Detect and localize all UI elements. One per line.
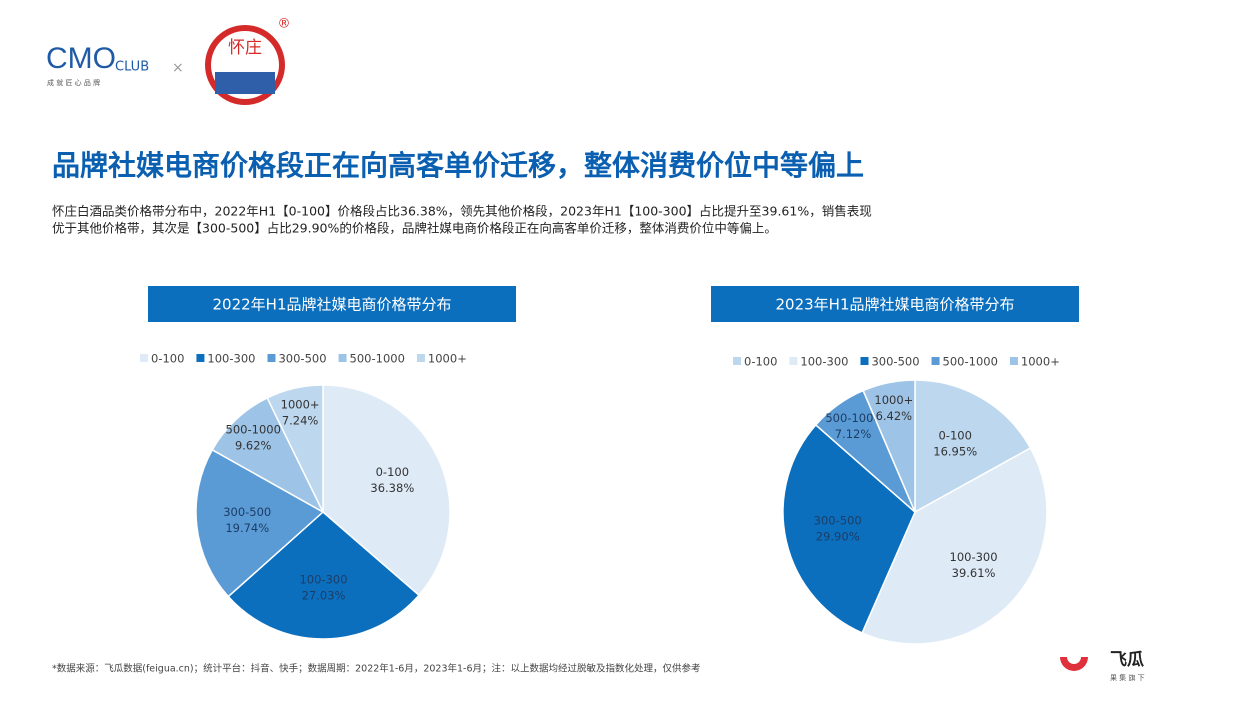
legend-swatch [931,357,940,365]
logo-club: CLUB [115,60,149,75]
legend-label: 500-1000 [943,355,998,369]
logo-text: CMO [46,42,116,75]
slice-value: 19.74% [225,521,269,535]
slice-category: 100-300 [299,573,347,587]
legend-swatch [860,357,869,365]
legend-label: 1000+ [428,352,467,366]
cross: × [172,60,184,76]
slice-category: 0-100 [938,428,971,442]
legend-swatch [140,354,148,362]
legend-swatch [338,354,347,362]
slide-title: 品牌社媒电商价格段正在向高客单价迁移，整体消费价位中等偏上 [52,149,864,182]
pie-slice [861,447,1048,645]
pie-slice [195,448,325,598]
pie-slice [322,384,451,597]
logo-tagline: 成 就 匠 心 品 牌 [47,78,100,87]
legend-swatch [789,357,798,365]
pie-slice [914,379,1032,514]
slice-category: 1000+ [281,398,320,412]
legend-swatch [1009,357,1018,365]
legend-label: 0-100 [744,355,777,369]
footer-logo-mark [1060,657,1088,671]
legend-swatch [196,354,205,362]
slice-category: 300-500 [814,514,862,528]
slice-value: 39.61% [952,566,996,580]
slice-value: 16.95% [933,444,977,458]
slice-value: 36.38% [370,481,414,495]
brand-name: 怀庄 [228,38,262,58]
legend-label: 1000+ [1021,355,1060,369]
chart-title-box [711,286,1079,322]
chart-title-box [148,286,516,322]
slice-value: 7.24% [282,414,319,428]
legend-label: 500-1000 [350,352,405,366]
footer-logo-name: 飞瓜 [1110,650,1144,670]
pie-slice [227,511,420,640]
chart-title: 2022年H1品牌社媒电商价格带分布 [213,296,452,314]
legend-label: 100-300 [800,355,848,369]
legend-label: 100-300 [207,352,255,366]
slice-value: 27.03% [302,589,346,603]
slice-category: 500-1000 [825,411,880,425]
description-line: 优于其他价格带，其次是【300-500】占比29.90%的价格段，品牌社媒电商价… [52,221,777,236]
legend-swatch [733,357,741,365]
registered: ® [278,17,291,32]
brand-logo-waves [215,72,275,94]
legend-label: 0-100 [151,352,184,366]
legend-swatch [416,354,425,362]
pie-slice [862,379,916,513]
legend-label: 300-500 [871,355,919,369]
chart-title: 2023年H1品牌社媒电商价格带分布 [776,296,1015,314]
pie-slice [266,384,324,513]
slice-value: 29.90% [816,530,860,544]
footer-logo-tagline: 果 集 旗 下 [1110,673,1145,682]
slice-category: 1000+ [874,393,913,407]
slice-category: 100-300 [950,550,998,564]
pie-slice [211,396,325,514]
legend-label: 300-500 [278,352,326,366]
slice-value: 6.42% [876,409,913,423]
slice-value: 7.12% [835,427,872,441]
legend-swatch [267,354,276,362]
slice-category: 500-1000 [226,423,281,437]
slice-category: 0-100 [376,465,409,479]
slice-category: 300-500 [223,505,271,519]
slice-value: 9.62% [235,439,272,453]
description-line: 怀庄白酒品类价格带分布中，2022年H1【0-100】价格段占比36.38%，领… [52,204,872,219]
pie-slice [782,423,916,634]
footnote: *数据来源：飞瓜数据(feigua.cn)；统计平台：抖音、快手；数据周期：20… [52,663,701,675]
